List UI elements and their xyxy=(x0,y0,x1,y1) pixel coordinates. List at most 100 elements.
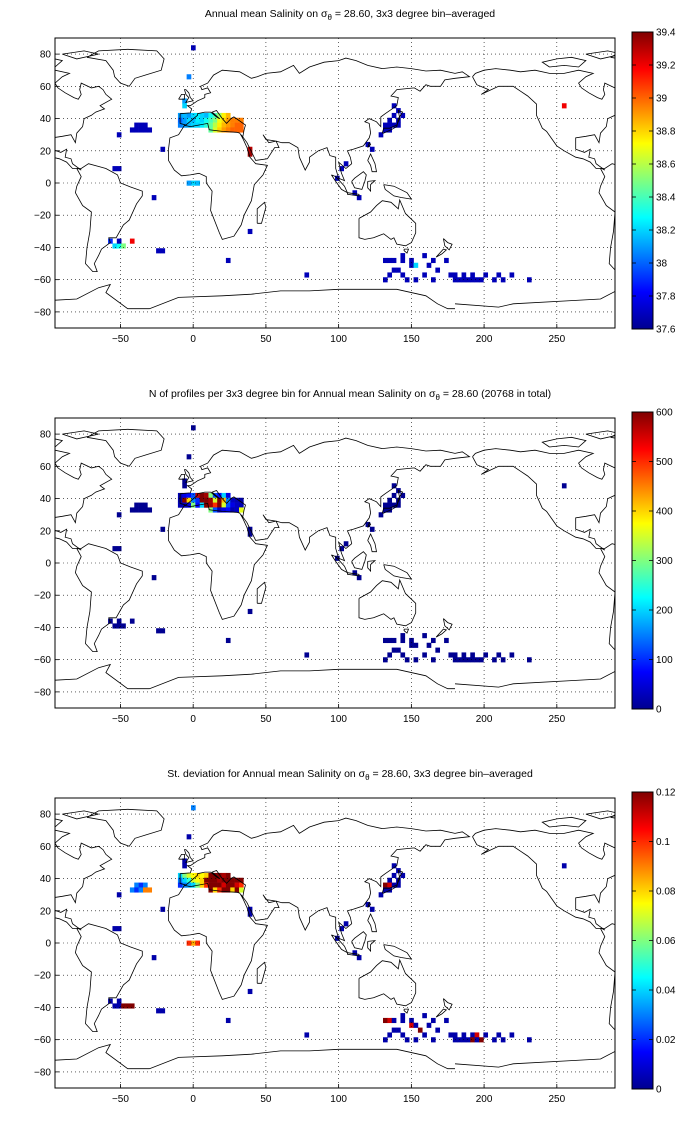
coastline xyxy=(472,448,615,551)
heatmap-cell xyxy=(396,1027,401,1033)
heatmap-cell xyxy=(465,1037,471,1043)
colorbar-tick-label: 0 xyxy=(656,1085,662,1096)
heatmap-cell xyxy=(191,872,196,879)
heatmap-cell xyxy=(400,633,406,639)
heatmap-cell xyxy=(444,1017,449,1024)
heatmap-cell xyxy=(129,507,135,513)
heatmap-cell xyxy=(474,657,480,663)
heatmap-cell xyxy=(435,267,441,273)
heatmap-cell xyxy=(186,112,192,119)
heatmap-cell xyxy=(561,863,567,869)
heatmap-cell xyxy=(204,872,209,879)
heatmap-cell xyxy=(391,257,397,264)
coastline xyxy=(358,578,417,627)
heatmap-cell xyxy=(339,926,345,932)
heatmap-cell xyxy=(234,122,240,128)
heatmap-cell xyxy=(383,657,388,663)
heatmap-cell xyxy=(143,127,148,133)
heatmap-cell xyxy=(204,502,209,508)
heatmap-cell xyxy=(234,497,240,503)
x-tick-label: 50 xyxy=(260,714,272,725)
heatmap-cell xyxy=(204,877,209,883)
heatmap-cell xyxy=(391,647,397,653)
x-tick-label: 200 xyxy=(476,334,493,345)
y-tick-label: −60 xyxy=(34,275,51,286)
coastline xyxy=(74,923,143,1032)
heatmap-cell xyxy=(225,887,231,893)
heatmap-cell xyxy=(474,1037,480,1043)
heatmap-cell xyxy=(247,228,253,235)
heatmap-cell xyxy=(356,575,362,581)
heatmap-cell xyxy=(182,98,187,104)
heatmap-cell xyxy=(160,1008,166,1014)
coastline xyxy=(351,551,367,570)
heatmap-cell xyxy=(431,657,436,663)
x-tick-label: 100 xyxy=(330,714,347,725)
coastline xyxy=(381,869,404,894)
heatmap-cell xyxy=(217,882,222,888)
heatmap-cell xyxy=(191,122,196,128)
heatmap-cell xyxy=(230,122,235,128)
heatmap-cell xyxy=(225,872,231,879)
coastline xyxy=(472,68,615,171)
y-tick-label: 60 xyxy=(40,842,52,853)
heatmap-cell xyxy=(221,492,227,499)
colorbar-tick-label: 200 xyxy=(656,606,673,617)
heatmap-cell xyxy=(400,652,406,658)
colorbar-tick-label: 38 xyxy=(656,259,668,270)
heatmap-cell xyxy=(138,122,144,128)
heatmap-cell xyxy=(217,507,222,513)
coastline xyxy=(435,248,448,258)
coastline xyxy=(383,944,413,960)
heatmap-cell xyxy=(492,277,497,283)
colorbar-tick-label: 38.8 xyxy=(656,127,676,138)
heatmap-cell xyxy=(369,906,375,912)
heatmap-cell xyxy=(225,507,231,513)
coastline xyxy=(381,109,404,134)
coastline xyxy=(55,449,113,551)
x-tick-label: 250 xyxy=(548,1094,565,1105)
heatmap-cell xyxy=(496,1032,502,1038)
heatmap-cell xyxy=(396,502,401,508)
heatmap-cell xyxy=(444,257,449,264)
heatmap-cell xyxy=(116,546,122,552)
heatmap-cell xyxy=(387,877,393,883)
heatmap-cell xyxy=(339,166,345,172)
coastline xyxy=(383,184,413,200)
heatmap-cell xyxy=(116,132,122,138)
heatmap-cell xyxy=(212,497,218,503)
heatmap-cell xyxy=(234,887,240,893)
heatmap-cell xyxy=(160,906,166,912)
coastline xyxy=(472,828,615,931)
heatmap-cell xyxy=(431,637,436,644)
heatmap-cell xyxy=(509,272,515,278)
heatmap-cell xyxy=(239,887,244,893)
heatmap-cell xyxy=(147,127,153,133)
heatmap-cell xyxy=(186,74,192,80)
heatmap-cell xyxy=(208,497,214,503)
heatmap-cell xyxy=(391,1017,397,1024)
coastline xyxy=(367,153,377,173)
colorbar-tick-label: 100 xyxy=(656,655,673,666)
heatmap-cell xyxy=(217,112,222,119)
heatmap-cell xyxy=(465,277,471,283)
colorbar-tick-label: 500 xyxy=(656,457,673,468)
y-tick-label: 0 xyxy=(45,559,51,570)
heatmap-cell xyxy=(234,117,240,123)
heatmap-cell xyxy=(378,892,384,898)
heatmap-cell xyxy=(470,1032,475,1038)
heatmap-cell xyxy=(452,652,458,658)
heatmap-cell xyxy=(191,882,196,888)
heatmap-cell xyxy=(186,122,192,128)
y-tick-label: −40 xyxy=(34,243,51,254)
heatmap-cell xyxy=(396,117,401,123)
heatmap-cell xyxy=(431,1017,436,1024)
x-tick-label: 50 xyxy=(260,1094,272,1105)
coastline xyxy=(367,141,372,148)
x-tick-label: 100 xyxy=(330,1094,347,1105)
heatmap-cell xyxy=(147,507,153,513)
heatmap-cell xyxy=(387,117,393,123)
heatmap-cell xyxy=(138,127,144,133)
y-tick-label: 80 xyxy=(40,50,52,61)
